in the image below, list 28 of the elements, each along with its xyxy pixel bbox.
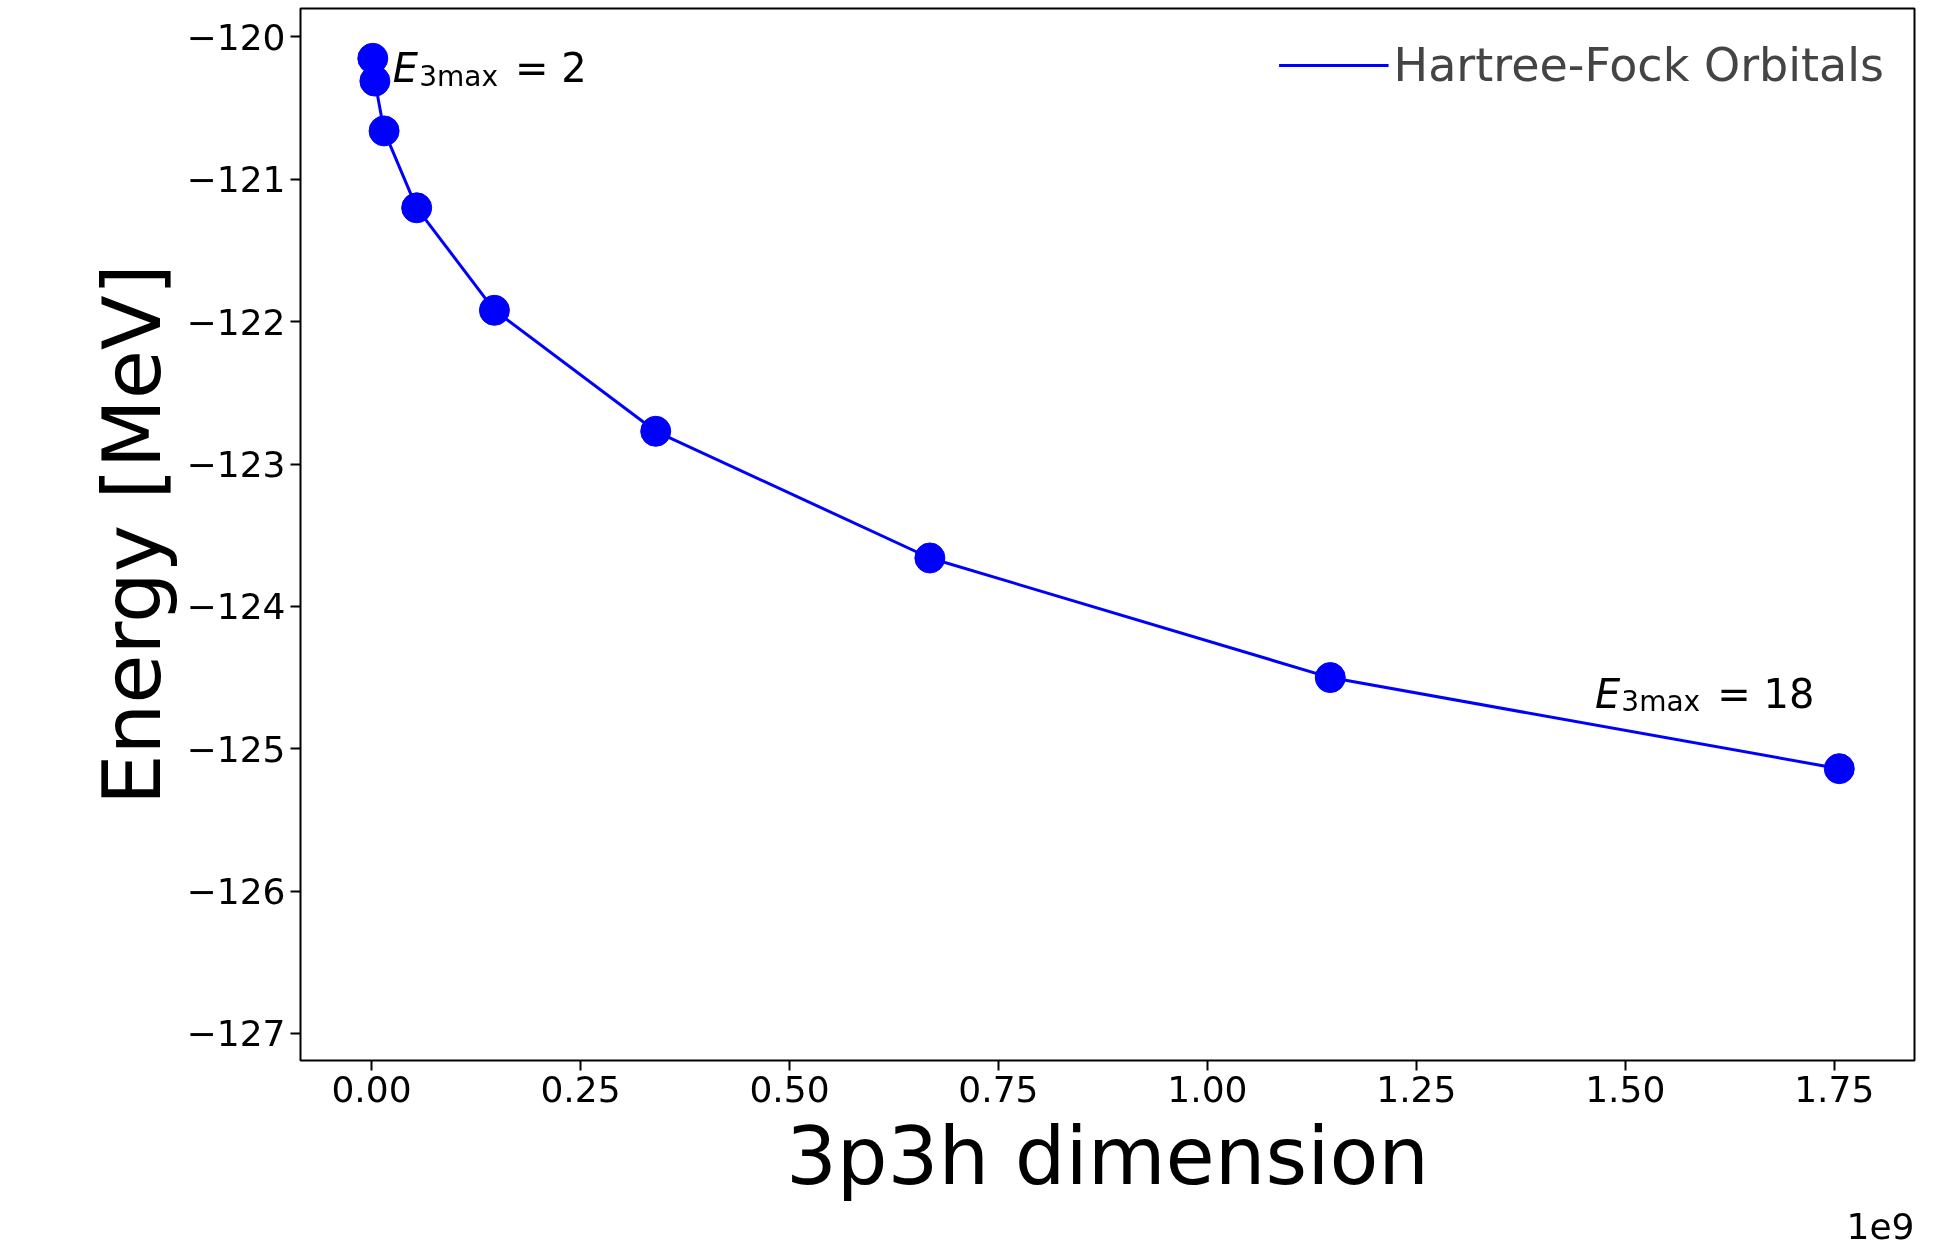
point [359,65,391,97]
legend-label: Hartree-Fock Orbitals [1393,38,1884,92]
point [478,294,510,326]
y-tick-label: −127 [186,1013,286,1055]
point [401,192,433,224]
y-tick-label: −123 [186,444,286,486]
point [914,542,946,574]
text: 1e9 [1846,1205,1915,1247]
x-tick-label: 1.25 [1376,1068,1457,1110]
x-tick-label: 1.75 [1794,1068,1875,1110]
y-tick-label: −125 [186,728,286,770]
x-tick-label: 1.50 [1585,1068,1666,1110]
point [1823,753,1855,785]
point [1314,662,1346,694]
y-tick-label: −122 [186,301,286,343]
point [640,415,672,447]
point [368,115,400,147]
y-tick-label: −121 [186,159,286,201]
x-tick-label: 0.75 [958,1068,1039,1110]
y-tick-label: −126 [186,871,286,913]
y-tick-label: −124 [186,586,286,628]
x-tick-label: 0.50 [749,1068,830,1110]
x-axis-title: 3p3h dimension [785,1109,1430,1203]
x-tick-label: 0.00 [331,1068,412,1110]
x-tick-label: 1.00 [1167,1068,1248,1110]
y-tick-label: −120 [186,16,286,58]
x-tick-label: 0.25 [540,1068,621,1110]
y-axis-title: Energy [MeV] [85,264,179,805]
